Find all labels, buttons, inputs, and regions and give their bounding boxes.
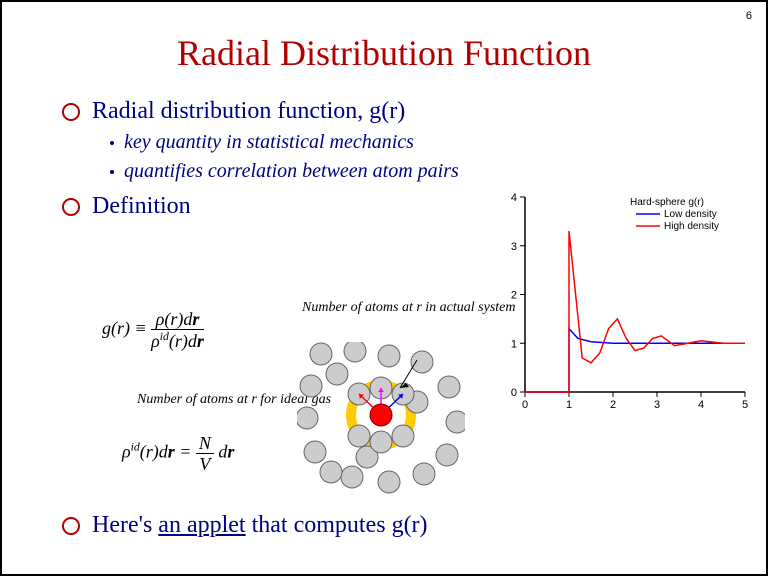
- bullet-icon: [62, 517, 80, 535]
- bullet-icon: [62, 198, 80, 216]
- svg-text:Hard-sphere g(r): Hard-sphere g(r): [630, 197, 704, 208]
- bullet-text-2: Definition: [92, 193, 191, 220]
- formula-gr: g(r) ≡ ρ(r)drρid(r)dr: [102, 310, 204, 350]
- bullet-rdf: Radial distribution function, g(r): [62, 98, 726, 125]
- sub-bullet-2: quantifies correlation between atom pair…: [110, 160, 726, 183]
- svg-text:2: 2: [610, 399, 616, 411]
- sub-bullet-1: key quantity in statistical mechanics: [110, 131, 726, 154]
- bullet-applet: Here's an applet that computes g(r): [62, 512, 428, 539]
- svg-text:0: 0: [511, 387, 517, 399]
- svg-text:2: 2: [511, 290, 517, 302]
- applet-text: Here's an applet that computes g(r): [92, 512, 428, 539]
- svg-text:Low density: Low density: [664, 209, 717, 220]
- svg-text:0: 0: [522, 399, 528, 411]
- bullet-icon: [62, 103, 80, 121]
- gr-chart: 0 1 2 3 4 5 0 1 2 3 4 Hard-sphere g(r)Low densityHi…: [500, 187, 750, 412]
- slide-title: Radial Distribution Function: [2, 32, 766, 74]
- svg-text:4: 4: [698, 399, 704, 411]
- svg-text:High density: High density: [664, 221, 719, 232]
- applet-link[interactable]: an applet: [158, 512, 245, 538]
- atom-diagram: [297, 342, 465, 497]
- svg-text:5: 5: [742, 399, 748, 411]
- label-actual-system: Number of atoms at r in actual system: [302, 300, 516, 317]
- dot-icon: [110, 141, 114, 145]
- dot-icon: [110, 170, 114, 174]
- svg-text:1: 1: [566, 399, 572, 411]
- svg-text:3: 3: [511, 241, 517, 253]
- svg-text:3: 3: [654, 399, 660, 411]
- formula-ideal: ρid(r)dr = NV dr: [122, 434, 234, 473]
- page-number: 6: [746, 10, 752, 22]
- svg-text:1: 1: [511, 338, 517, 350]
- bullet-text-1: Radial distribution function, g(r): [92, 98, 405, 125]
- svg-text:4: 4: [511, 192, 517, 204]
